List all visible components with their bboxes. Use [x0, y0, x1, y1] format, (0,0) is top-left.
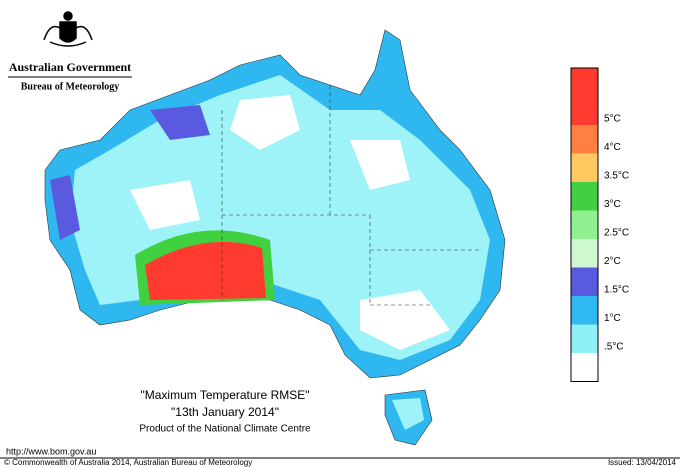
legend-swatch	[571, 353, 598, 382]
legend-swatch	[571, 68, 598, 97]
legend-swatch	[571, 239, 598, 268]
legend-swatch	[571, 182, 598, 211]
map-title: "Maximum Temperature RMSE"	[140, 388, 309, 402]
australia-map	[44, 29, 506, 446]
agency-name: Bureau of Meteorology	[21, 81, 120, 92]
coat-of-arms	[43, 11, 93, 47]
legend-swatch	[571, 267, 598, 296]
legend-swatch	[571, 96, 598, 125]
government-name: Australian Government	[9, 60, 131, 74]
url: http://www.bom.gov.au	[6, 446, 96, 456]
legend-label: 1.5°C	[604, 285, 629, 296]
legend-swatch	[571, 210, 598, 239]
legend-label: 3°C	[604, 199, 621, 210]
legend: 5°C 4°C 3.5°C 3°C 2.5°C 2°C 1.5°C 1°C .5°C	[570, 67, 629, 382]
legend-frame	[570, 67, 599, 382]
legend-label: 2.5°C	[604, 228, 629, 239]
legend-swatch	[571, 153, 598, 182]
legend-label: 3.5°C	[604, 171, 629, 182]
legend-swatch	[571, 324, 598, 353]
copyright: © Commonwealth of Australia 2014, Austra…	[4, 458, 252, 467]
legend-label: .5°C	[604, 342, 624, 353]
legend-swatch	[571, 296, 598, 325]
legend-label: 1°C	[604, 313, 621, 324]
map-date: "13th January 2014"	[171, 405, 279, 419]
legend-label: 5°C	[604, 114, 621, 125]
legend-label: 2°C	[604, 256, 621, 267]
legend-label: 4°C	[604, 142, 621, 153]
issued-date: Issued: 13/04/2014	[608, 458, 677, 467]
product-note: Product of the National Climate Centre	[139, 424, 311, 435]
legend-swatch	[571, 125, 598, 154]
